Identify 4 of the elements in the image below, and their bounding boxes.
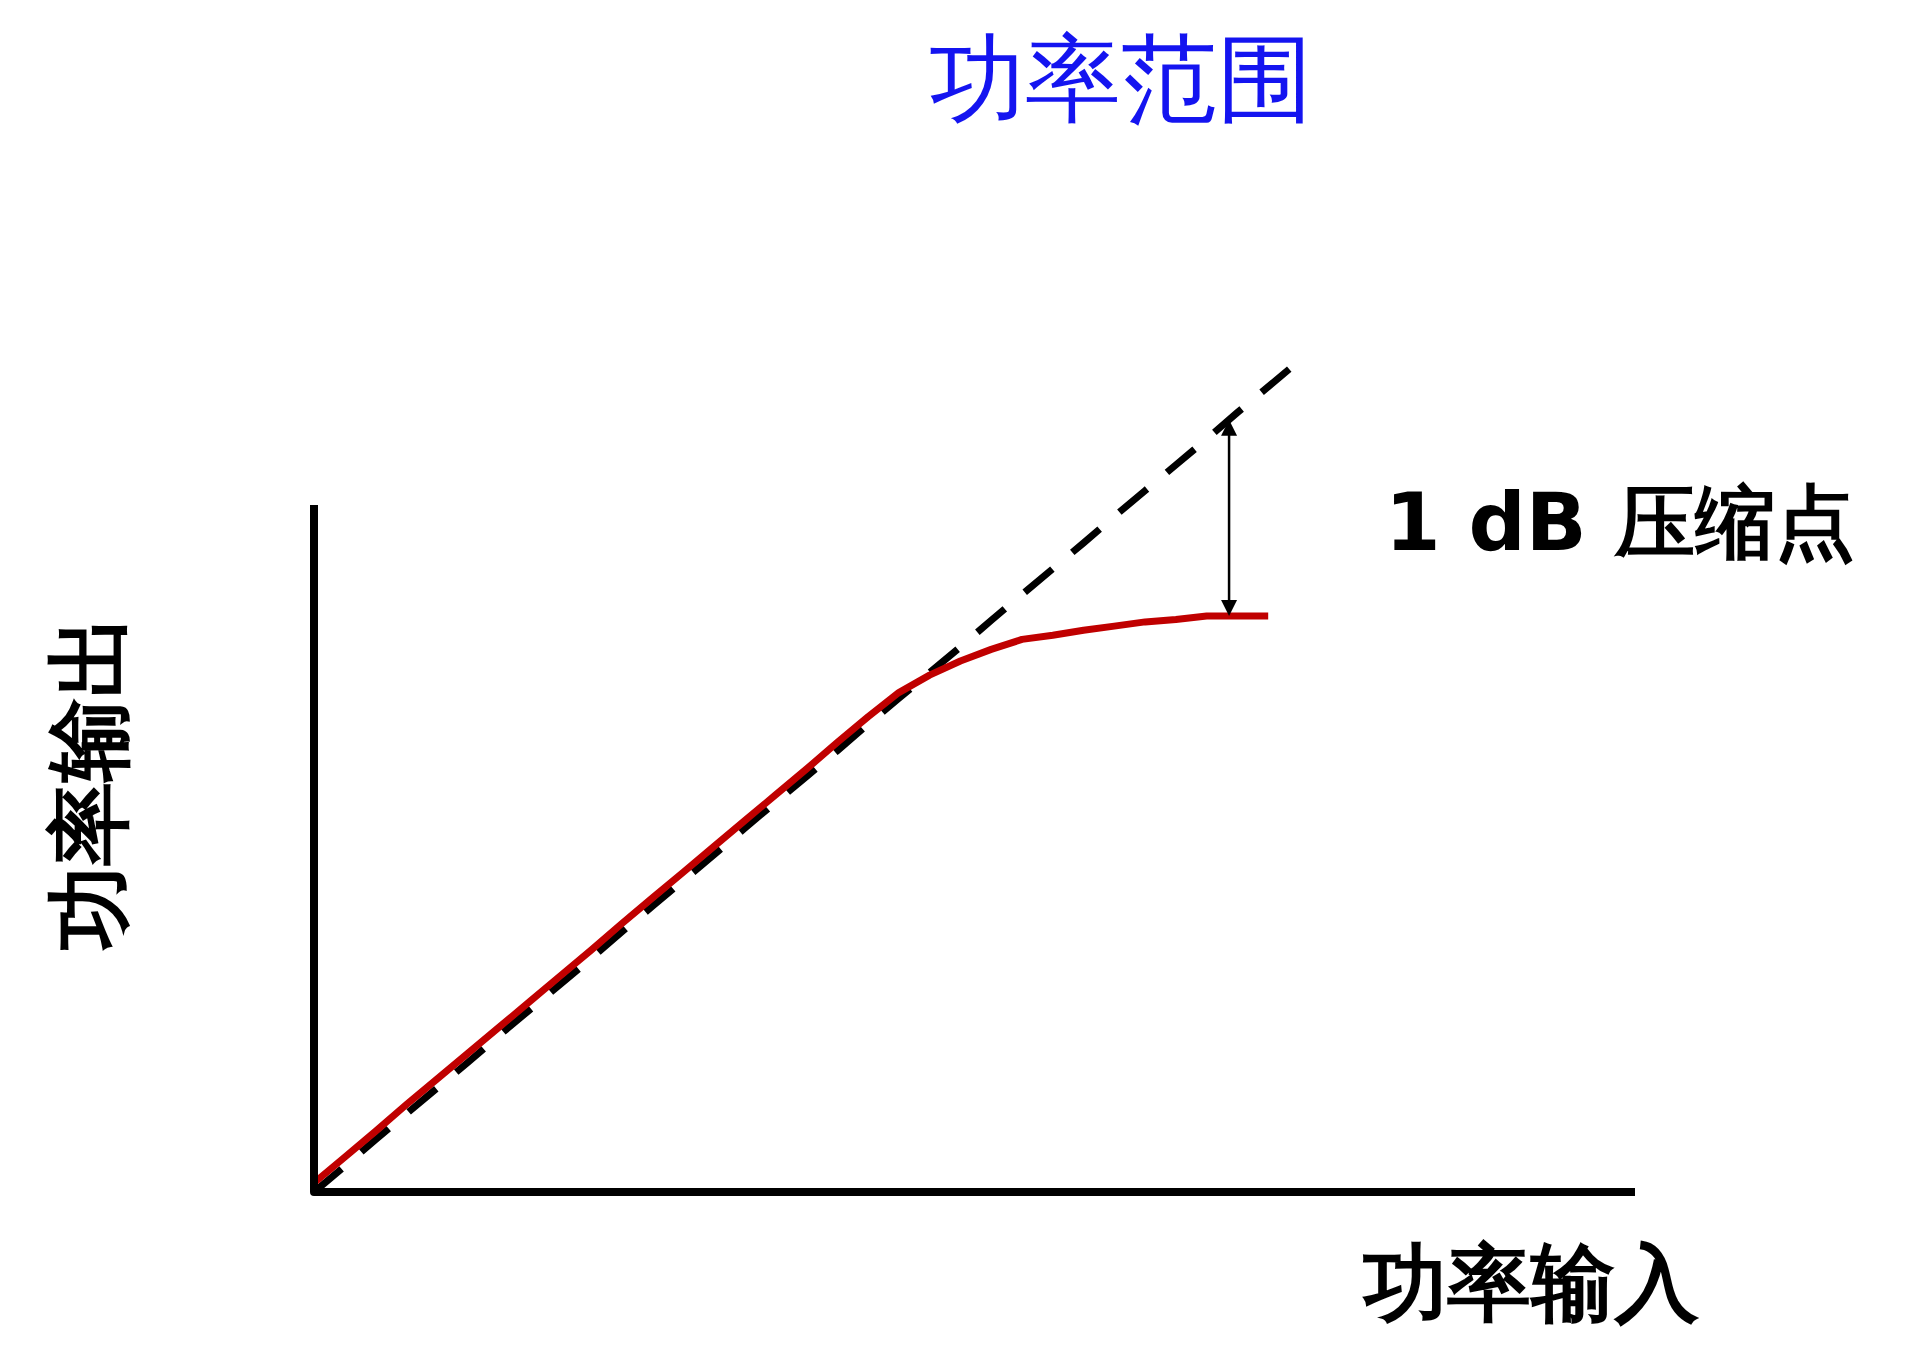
x-axis-title: 功率输入 xyxy=(1362,1234,1700,1332)
text: 1 dB 压缩点 xyxy=(1385,476,1855,569)
y-axis-title: 功率输出 xyxy=(40,614,138,951)
chart-title: 功率范围 xyxy=(929,23,1313,135)
